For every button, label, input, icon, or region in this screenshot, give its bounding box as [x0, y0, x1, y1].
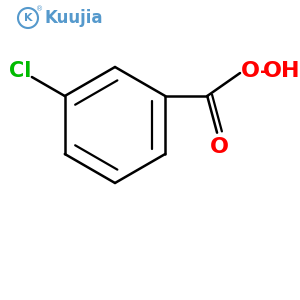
Text: K: K	[24, 13, 32, 23]
Text: ®: ®	[36, 6, 43, 12]
Text: –: –	[260, 61, 270, 81]
Text: Kuujia: Kuujia	[45, 9, 104, 27]
Text: O: O	[241, 61, 260, 81]
Text: Cl: Cl	[9, 61, 31, 81]
Text: OH: OH	[263, 61, 300, 81]
Text: O: O	[210, 137, 229, 157]
